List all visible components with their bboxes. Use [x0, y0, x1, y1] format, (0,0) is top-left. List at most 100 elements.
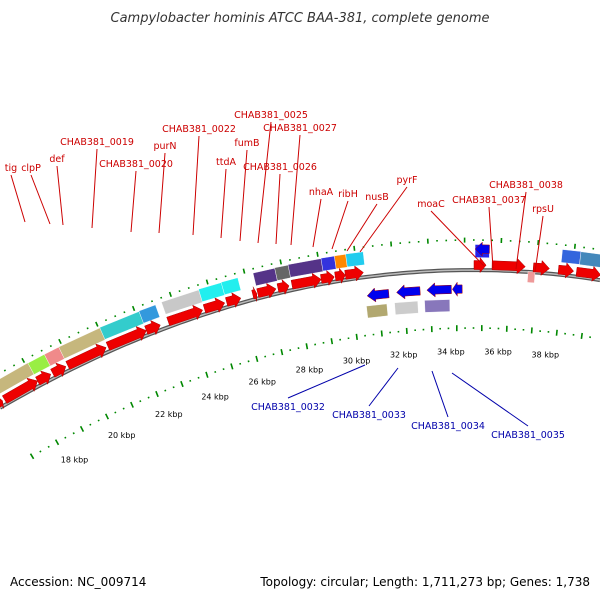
- upper-scale-tick: [49, 344, 52, 348]
- kbp-label: 26 kbp: [248, 377, 276, 386]
- upper-scale-tick: [353, 245, 356, 251]
- forward-leader-line: [534, 215, 544, 273]
- lower-scale-tick: [89, 423, 92, 426]
- forward-gene-label: CHAB381_0037: [452, 195, 526, 206]
- kbp-label: 24 kbp: [201, 393, 229, 402]
- lower-scale-tick: [164, 389, 167, 392]
- lower-scale-tick: [172, 386, 175, 389]
- lower-scale-tick: [72, 432, 75, 435]
- lower-scale-tick: [155, 390, 159, 398]
- lower-scale-tick: [122, 407, 125, 410]
- lower-scale-tick: [380, 330, 383, 337]
- forward-gene-arrow: [473, 256, 487, 274]
- upper-scale-tick: [205, 279, 209, 285]
- lower-feature-block: [424, 299, 451, 313]
- lower-scale-tick: [555, 329, 558, 336]
- upper-feature-block: [579, 251, 600, 268]
- forward-gene-label: nhaA: [309, 187, 334, 198]
- genome-backbone: [0, 267, 600, 410]
- forward-gene-label: def: [49, 154, 65, 165]
- forward-leader-line: [239, 149, 248, 242]
- kbp-label: 32 kbp: [390, 350, 418, 359]
- label-leader-lines: [10, 121, 544, 427]
- forward-gene-arrow: [532, 259, 550, 276]
- upper-scale-tick: [316, 251, 319, 257]
- lower-scale-tick: [104, 413, 110, 420]
- forward-gene-label: ribH: [338, 189, 358, 200]
- forward-gene-label: CHAB381_0025: [234, 110, 308, 121]
- lower-scale-tick: [39, 450, 42, 453]
- upper-feature-block: [99, 311, 144, 340]
- forward-leader-line: [275, 173, 281, 245]
- forward-gene-label: CHAB381_0022: [162, 124, 236, 135]
- forward-gene-arrow: [202, 297, 226, 314]
- upper-scale-tick: [150, 300, 154, 303]
- upper-feature-block: [287, 258, 324, 278]
- upper-feature-block: [252, 267, 278, 287]
- lower-scale-tick: [255, 355, 259, 363]
- upper-feature-block: [527, 271, 536, 284]
- forward-leader-line: [257, 121, 272, 244]
- upper-scale-tick: [104, 319, 108, 322]
- forward-gene-arrow: [575, 265, 600, 282]
- reverse-gene-label: CHAB381_0033: [332, 410, 406, 421]
- forward-gene-arrow: [276, 278, 290, 296]
- map-title: Campylobacter hominis ATCC BAA-381, comp…: [111, 11, 490, 26]
- lower-scale-tick: [54, 439, 60, 446]
- lower-scale-tick: [247, 360, 250, 363]
- reverse-leader-line: [368, 367, 399, 407]
- upper-scale-tick: [573, 243, 576, 249]
- lower-scale-tick: [64, 436, 67, 439]
- upper-feature-block: [334, 254, 348, 269]
- forward-gene-arrow: [251, 286, 258, 302]
- reverse-leader-line: [431, 370, 449, 418]
- forward-gene-label: CHAB381_0020: [99, 159, 173, 170]
- forward-gene-label: tig: [5, 163, 17, 174]
- forward-gene-label: CHAB381_0027: [263, 123, 337, 134]
- gene-arrows: [0, 241, 600, 409]
- scale-ticks: [3, 237, 595, 460]
- upper-scale-tick: [3, 369, 6, 372]
- lower-scale-tick: [205, 371, 209, 378]
- lower-scale-tick: [79, 425, 85, 432]
- upper-feature-block: [198, 282, 225, 302]
- lower-scale-tick: [29, 453, 35, 460]
- forward-leader-line: [430, 210, 485, 267]
- lower-scale-tick: [280, 349, 284, 356]
- upper-scale-tick: [21, 357, 26, 363]
- feature-blocks: [0, 244, 600, 394]
- upper-scale-tick: [31, 354, 34, 357]
- upper-scale-tick: [86, 327, 89, 330]
- lower-scale-tick: [139, 400, 142, 403]
- reverse-gene-arrow: [452, 281, 463, 298]
- lower-scale-tick: [230, 363, 234, 370]
- forward-leader-line: [10, 174, 26, 223]
- kbp-labels: 18 kbp 20 kbp 22 kbp 24 kbp 26 kbp 28 kbp 30 k…: [61, 347, 559, 464]
- upper-scale-tick: [131, 305, 136, 312]
- reverse-leader-line: [287, 364, 366, 399]
- upper-scale-tick: [160, 296, 163, 299]
- lower-scale-tick: [305, 343, 309, 350]
- forward-leader-line: [130, 170, 137, 233]
- reverse-gene-label: CHAB381_0035: [491, 430, 565, 441]
- forward-leader-line: [359, 186, 408, 253]
- lower-feature-block: [366, 303, 389, 319]
- upper-scale-tick: [58, 338, 62, 345]
- lower-scale-tick: [47, 445, 50, 448]
- forward-leader-line: [56, 165, 64, 226]
- reverse-gene-arrow: [474, 241, 490, 257]
- forward-gene-arrow: [65, 343, 107, 370]
- forward-leader-line: [91, 148, 98, 229]
- lower-scale-tick: [222, 368, 225, 371]
- forward-gene-arrow: [0, 398, 5, 409]
- reverse-leader-line: [451, 372, 529, 427]
- forward-gene-label: clpP: [21, 163, 41, 174]
- forward-leader-line: [515, 191, 527, 270]
- upper-scale-tick: [114, 315, 117, 318]
- kbp-label: 18 kbp: [61, 455, 89, 464]
- forward-gene-arrow: [344, 265, 364, 282]
- forward-gene-arrow: [256, 282, 277, 299]
- lower-scale-tick: [580, 332, 583, 340]
- upper-feature-block: [138, 304, 161, 324]
